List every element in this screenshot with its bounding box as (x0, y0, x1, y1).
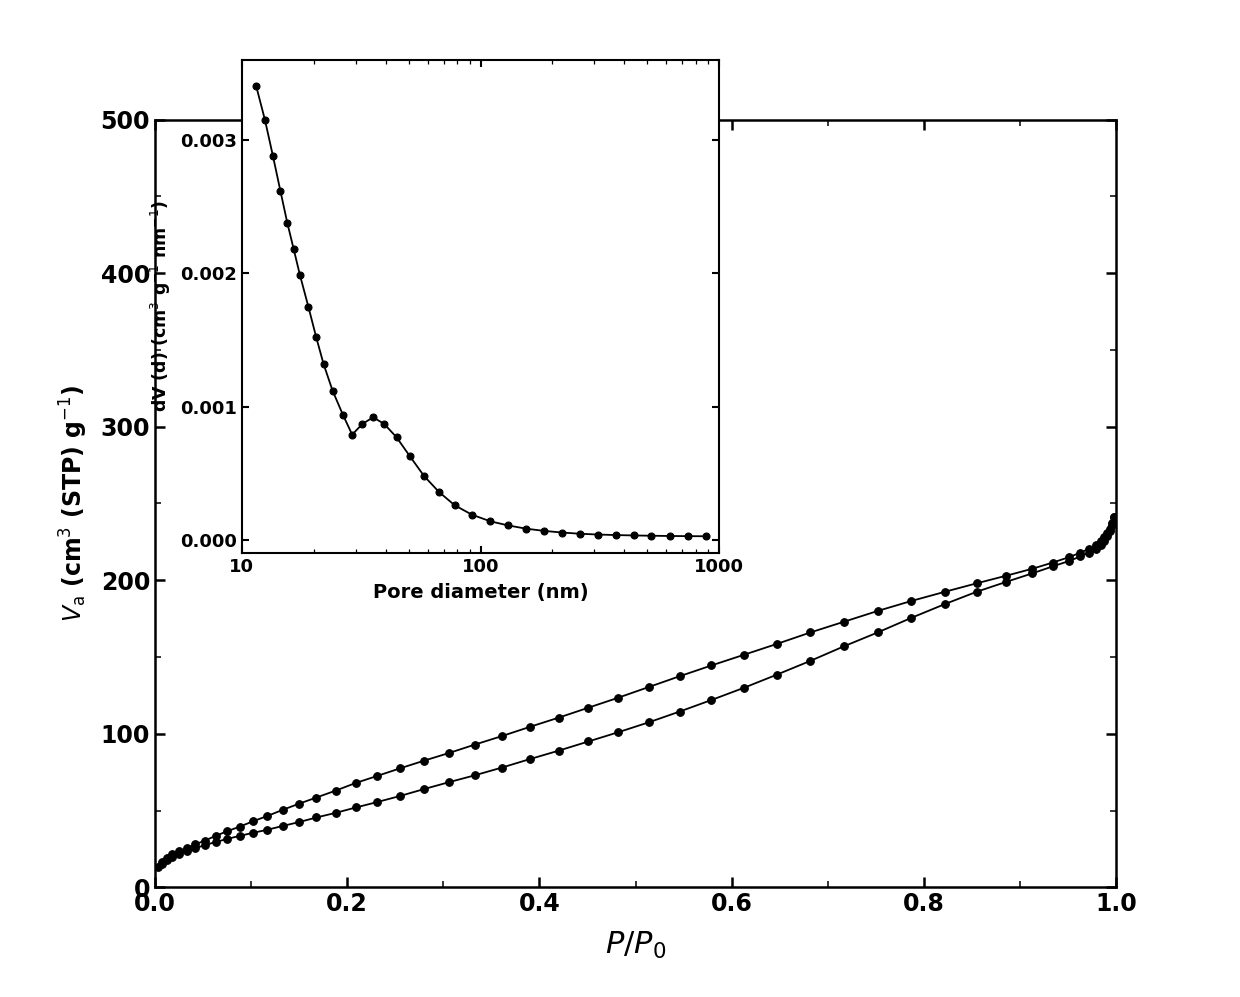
Y-axis label: dV (d) (cm$^3$ g$^{-1}$ nm$^{-1}$): dV (d) (cm$^3$ g$^{-1}$ nm$^{-1}$) (149, 200, 174, 413)
X-axis label: $P/P_0$: $P/P_0$ (605, 930, 666, 961)
X-axis label: Pore diameter (nm): Pore diameter (nm) (373, 583, 588, 602)
Y-axis label: $V_\mathrm{a}$ (cm$^3$ (STP) g$^{-1}$): $V_\mathrm{a}$ (cm$^3$ (STP) g$^{-1}$) (57, 385, 89, 622)
